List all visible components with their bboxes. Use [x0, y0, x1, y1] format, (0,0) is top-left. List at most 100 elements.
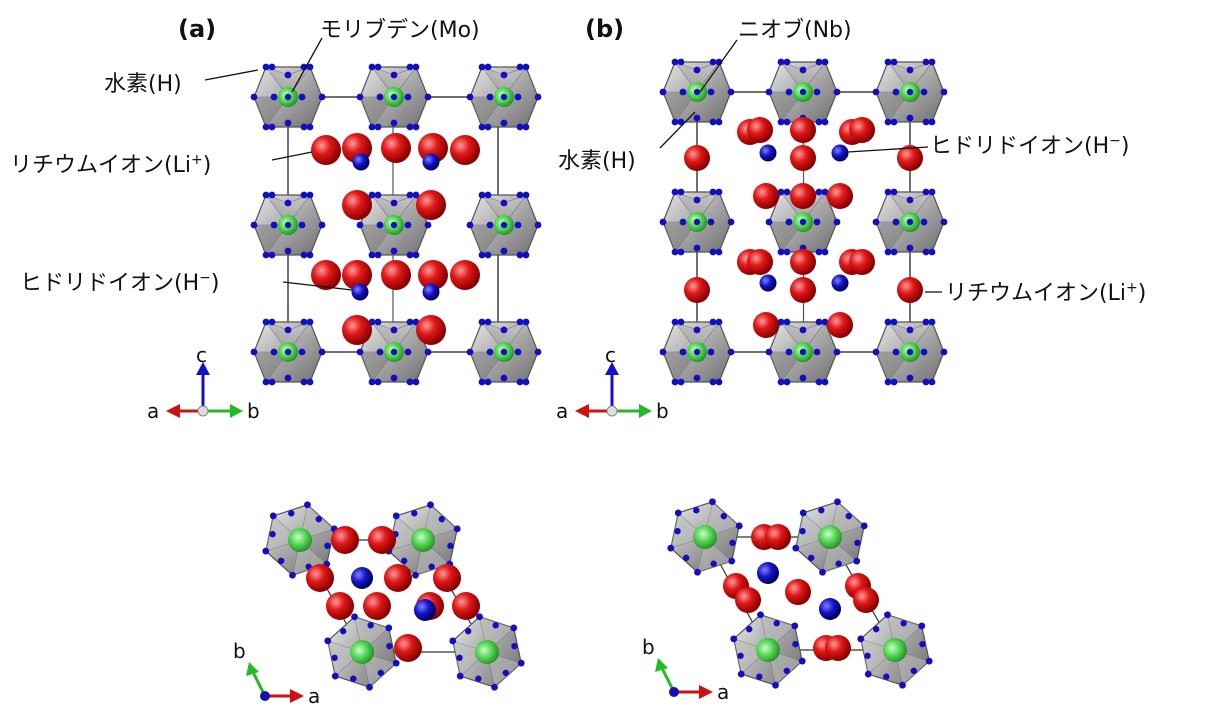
hydrogen-atom [667, 544, 675, 552]
hydrogen-atom [522, 378, 530, 386]
hydrogen-atom [270, 221, 278, 229]
hydrogen-atom [659, 88, 667, 96]
hydrogen-atom [671, 378, 679, 386]
hydrogen-atom [853, 557, 861, 565]
hydrogen-atom [491, 683, 498, 691]
hydrogen-atom [534, 93, 542, 101]
hydrogen-atom [833, 348, 841, 356]
hydrogen-atom [900, 620, 907, 627]
hydrogen-atom [892, 348, 900, 356]
hydrogen-atom [671, 118, 679, 126]
hydrogen-atom [270, 348, 278, 356]
hydrogen-atom [306, 63, 314, 71]
hydrogen-atom [385, 624, 393, 632]
lithium-atom [306, 564, 334, 592]
lithium-atom [342, 260, 372, 290]
hydrogen-atom [390, 119, 398, 127]
panel-a-lithium-label: リチウムイオン(Li+) [10, 152, 211, 178]
octahedron-a [356, 63, 432, 131]
hydrogen-atom [683, 554, 690, 562]
axis-indicators: c a b c a b b a [147, 343, 729, 708]
hydrogen-atom [284, 374, 292, 382]
hydrogen-atom [872, 348, 880, 356]
hydrogen-atom [374, 123, 382, 131]
hydrogen-atom [318, 221, 326, 229]
octahedron-b [872, 58, 948, 126]
hydrogen-atom [522, 191, 530, 199]
hydrogen-atom [919, 640, 926, 648]
hydrogen-atom [478, 318, 486, 326]
hydrogen-atom [270, 93, 278, 101]
hydrogen-atom [340, 627, 347, 635]
leader-a-metal [291, 37, 323, 93]
lithium-atom [416, 190, 446, 220]
hydrogen-atom [324, 637, 332, 645]
metal-hydride-octahedra [250, 58, 948, 691]
hydrogen-atom [922, 248, 930, 256]
hydrogen-atom [306, 123, 314, 131]
hydrogen-atom [746, 625, 753, 633]
hydrogen-atom [765, 88, 773, 96]
hydrogen-atom [884, 318, 892, 326]
hydrogen-atom [262, 191, 270, 199]
hydrogen-atom [783, 58, 791, 66]
hydrogen-atom [306, 251, 314, 259]
hydrogen-atom [306, 378, 314, 386]
hydrogen-atom [834, 498, 841, 506]
hydrogen-atom [424, 348, 432, 356]
hydrogen-atom [791, 622, 799, 630]
hydrogen-atom [737, 670, 745, 678]
octahedron-b [872, 188, 948, 256]
hydrogen-atom [679, 218, 687, 226]
hydrogen-atom [729, 539, 736, 547]
hydrogen-atom [799, 326, 807, 334]
hydrogen-atom [821, 378, 829, 386]
hydrogen-atom [368, 63, 376, 71]
hydrogen-atom [693, 88, 701, 96]
hydrogen-atom [783, 188, 791, 196]
octahedron-a [356, 191, 432, 259]
hydrogen-atom [884, 248, 892, 256]
hydrogen-atom [484, 251, 492, 259]
hydrogen-atom [376, 93, 384, 101]
hydrogen-atom [262, 251, 270, 259]
hydrogen-atom [709, 118, 717, 126]
axis-triad-side-b: c a b [556, 343, 669, 423]
hydrogen-atom [390, 93, 398, 101]
axis-triad-side-a: c a b [147, 343, 260, 423]
hydrogen-atom [368, 123, 376, 131]
hydrogen-atom [783, 248, 791, 256]
hydrogen-atom [815, 188, 823, 196]
hydrogen-atom [406, 123, 414, 131]
lithium-atom [684, 277, 710, 303]
hydrogen-atom [815, 118, 823, 126]
hydrogen-atom [920, 348, 928, 356]
hydrogen-atom [534, 221, 542, 229]
hydrogen-atom [783, 667, 790, 675]
hydrogen-atom [783, 318, 791, 326]
hydrogen-atom [367, 622, 374, 629]
hydrogen-atom [777, 378, 785, 386]
hydrogen-atom [522, 318, 530, 326]
hydrogen-atom [284, 221, 292, 229]
axis-side-a-right: b [247, 399, 260, 423]
hydrogen-atom [514, 221, 522, 229]
octahedron-a [250, 63, 326, 131]
octahedron-b [872, 318, 948, 386]
hydrogen-atom [522, 63, 530, 71]
hydrogen-atom [906, 196, 914, 204]
hydrogen-atom [906, 326, 914, 334]
panel-b-tag: (b) [585, 15, 624, 43]
hydrogen-atom [356, 348, 364, 356]
hydrogen-atom [693, 348, 701, 356]
hydrogen-atom [269, 530, 276, 538]
hydrogen-atom [514, 93, 522, 101]
hydrogen-atom [693, 66, 701, 74]
axis-top-a-right: a [308, 684, 320, 708]
lithium-atom [853, 587, 879, 613]
hydrogen-atom [368, 378, 376, 386]
lithium-atom [827, 312, 853, 338]
hydrogen-atom [284, 247, 292, 255]
hydrogen-atom [819, 568, 826, 576]
octahedron-b [765, 58, 841, 126]
